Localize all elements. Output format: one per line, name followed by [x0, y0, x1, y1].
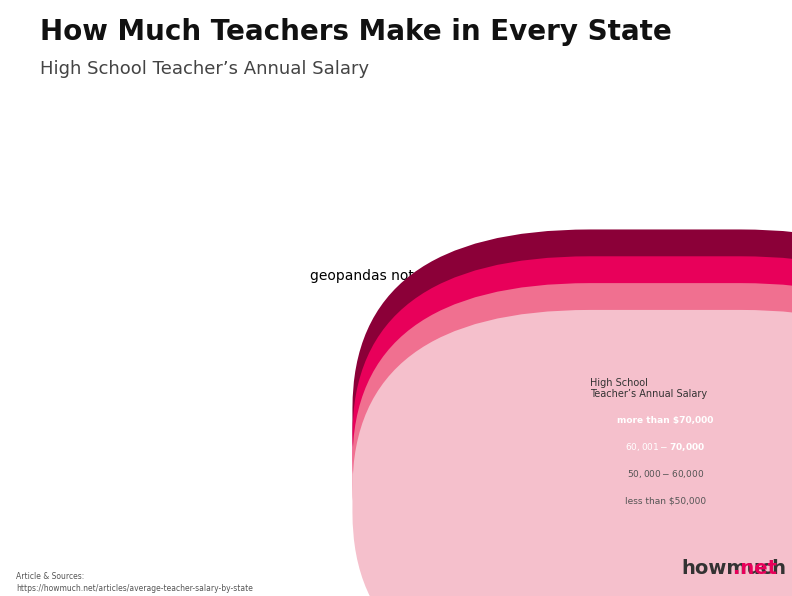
Text: Article & Sources:
https://howmuch.net/articles/average-teacher-salary-by-state
: Article & Sources: https://howmuch.net/a…	[16, 572, 261, 596]
Text: geopandas not available: geopandas not available	[310, 269, 482, 283]
Text: High School
Teacher’s Annual Salary: High School Teacher’s Annual Salary	[590, 378, 707, 399]
Text: How Much Teachers Make in Every State: How Much Teachers Make in Every State	[40, 18, 672, 46]
Text: more than $70,000: more than $70,000	[617, 415, 714, 425]
Text: High School Teacher’s Annual Salary: High School Teacher’s Annual Salary	[40, 60, 369, 77]
Text: $50,000 - $60,000: $50,000 - $60,000	[626, 468, 704, 480]
Text: .net: .net	[733, 559, 777, 578]
Text: less than $50,000: less than $50,000	[625, 496, 706, 505]
Text: $60,001 - $70,000: $60,001 - $70,000	[625, 441, 706, 453]
Text: howmuch: howmuch	[681, 559, 786, 578]
